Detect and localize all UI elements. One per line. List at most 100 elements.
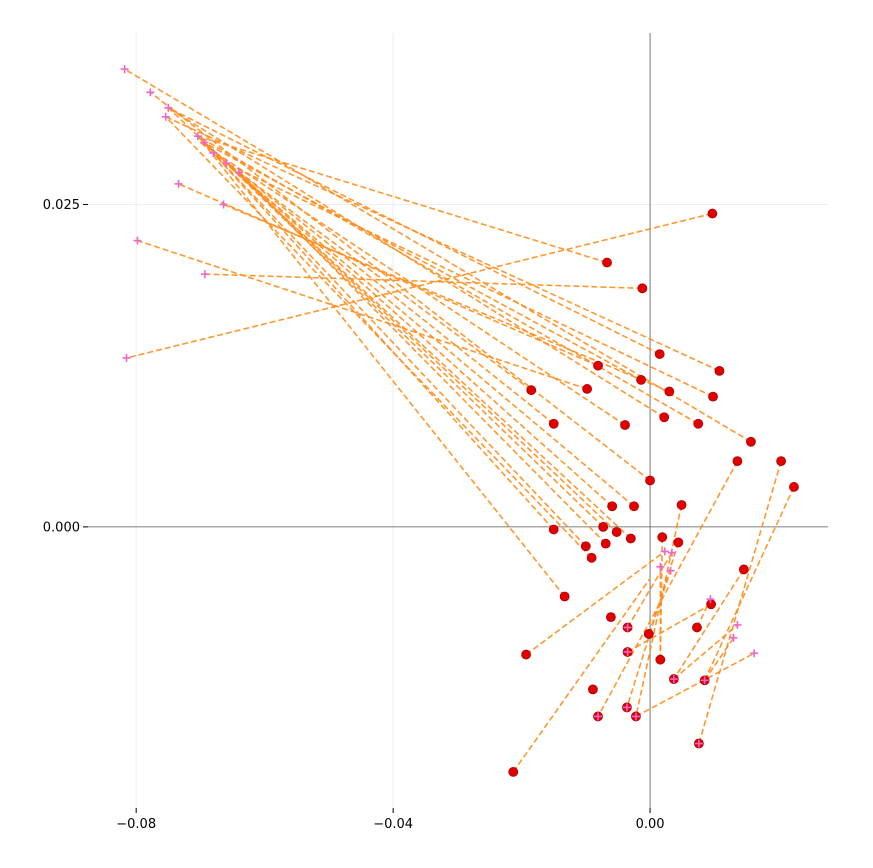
target-marker bbox=[200, 138, 209, 147]
data-point bbox=[776, 456, 787, 467]
data-point bbox=[637, 283, 648, 294]
connection-line bbox=[165, 116, 593, 559]
target-marker bbox=[656, 562, 665, 571]
connection-line bbox=[225, 162, 604, 528]
target-marker bbox=[666, 566, 675, 575]
connection-line bbox=[212, 152, 635, 507]
zero-axes bbox=[88, 33, 828, 808]
grid-lines bbox=[88, 33, 828, 808]
data-point bbox=[559, 591, 570, 602]
connection-line bbox=[238, 171, 607, 545]
target-marker bbox=[706, 595, 715, 604]
data-point bbox=[586, 552, 597, 563]
target-marker bbox=[222, 159, 231, 168]
data-point bbox=[789, 482, 799, 492]
data-point bbox=[645, 475, 655, 486]
data-point bbox=[602, 257, 612, 268]
data-point bbox=[655, 654, 666, 665]
data-point bbox=[526, 385, 537, 396]
data-point bbox=[548, 524, 559, 535]
connection-line bbox=[197, 135, 699, 425]
target-marker bbox=[669, 675, 678, 684]
target-marker bbox=[667, 548, 676, 557]
connection-line bbox=[673, 569, 745, 680]
tick-labels: −0.08 −0.04 0.00 0.000 0.025 bbox=[43, 198, 665, 832]
data-point bbox=[521, 649, 531, 660]
data-point bbox=[708, 391, 718, 402]
data-point bbox=[707, 208, 718, 219]
data-point bbox=[620, 420, 630, 430]
data-point bbox=[598, 521, 609, 532]
connection-line bbox=[167, 107, 618, 533]
target-marker bbox=[694, 739, 703, 748]
data-point bbox=[643, 629, 654, 639]
data-point bbox=[659, 412, 670, 423]
connection-line bbox=[178, 183, 599, 367]
connection-line bbox=[165, 116, 720, 372]
connection-line bbox=[696, 598, 712, 628]
target-marker bbox=[209, 148, 218, 157]
connection-line bbox=[197, 135, 555, 531]
target-marker bbox=[622, 703, 631, 712]
target-marker bbox=[219, 200, 228, 209]
data-point bbox=[625, 533, 636, 544]
connection-line bbox=[225, 162, 714, 398]
connection-line bbox=[203, 141, 642, 381]
data-point bbox=[611, 527, 622, 537]
data-point bbox=[587, 684, 598, 695]
target-marker bbox=[733, 620, 742, 629]
data-point bbox=[548, 418, 559, 429]
data-point bbox=[714, 365, 725, 376]
data-point bbox=[732, 456, 743, 467]
data-points bbox=[508, 208, 799, 777]
data-point bbox=[605, 612, 616, 623]
target-marker bbox=[122, 353, 131, 362]
target-marker bbox=[660, 547, 669, 556]
connection-line bbox=[627, 603, 712, 653]
connection-line bbox=[525, 550, 666, 656]
connection-line bbox=[149, 91, 651, 482]
target-marker bbox=[623, 647, 632, 656]
target-marker bbox=[631, 712, 640, 721]
target-marker bbox=[700, 676, 709, 685]
target-marker bbox=[594, 712, 603, 721]
x-tick-label: 0.00 bbox=[636, 817, 665, 832]
connection-line bbox=[512, 578, 651, 773]
connection-line bbox=[626, 552, 673, 628]
connection-line bbox=[648, 570, 672, 635]
data-point bbox=[664, 386, 675, 397]
connection-line bbox=[124, 68, 752, 443]
data-point bbox=[629, 501, 639, 512]
target-marker bbox=[120, 65, 129, 74]
target-marker bbox=[161, 112, 170, 121]
data-point bbox=[593, 360, 603, 371]
target-marker bbox=[193, 132, 202, 141]
target-marker bbox=[623, 623, 632, 632]
connection-line bbox=[204, 273, 643, 290]
data-point bbox=[508, 766, 519, 777]
data-point bbox=[580, 541, 591, 552]
connection-line bbox=[199, 141, 626, 426]
target-markers bbox=[120, 65, 759, 748]
connection-lines bbox=[124, 68, 795, 773]
y-tick-label: 0.000 bbox=[43, 520, 80, 535]
x-tick-label: −0.08 bbox=[116, 817, 156, 832]
target-marker bbox=[146, 88, 155, 97]
data-point bbox=[673, 537, 684, 548]
target-marker bbox=[750, 649, 759, 658]
data-point bbox=[738, 564, 749, 575]
connection-line bbox=[137, 239, 588, 390]
connection-line bbox=[126, 212, 713, 359]
target-marker bbox=[234, 168, 243, 177]
data-point bbox=[607, 501, 618, 512]
connection-line bbox=[597, 460, 739, 717]
target-marker bbox=[729, 633, 738, 642]
connection-line bbox=[703, 486, 795, 681]
data-point bbox=[582, 384, 593, 394]
y-tick-label: 0.025 bbox=[43, 198, 80, 213]
connection-line bbox=[212, 152, 532, 391]
connection-line bbox=[197, 135, 608, 264]
data-point bbox=[654, 349, 665, 359]
data-point bbox=[692, 622, 702, 633]
